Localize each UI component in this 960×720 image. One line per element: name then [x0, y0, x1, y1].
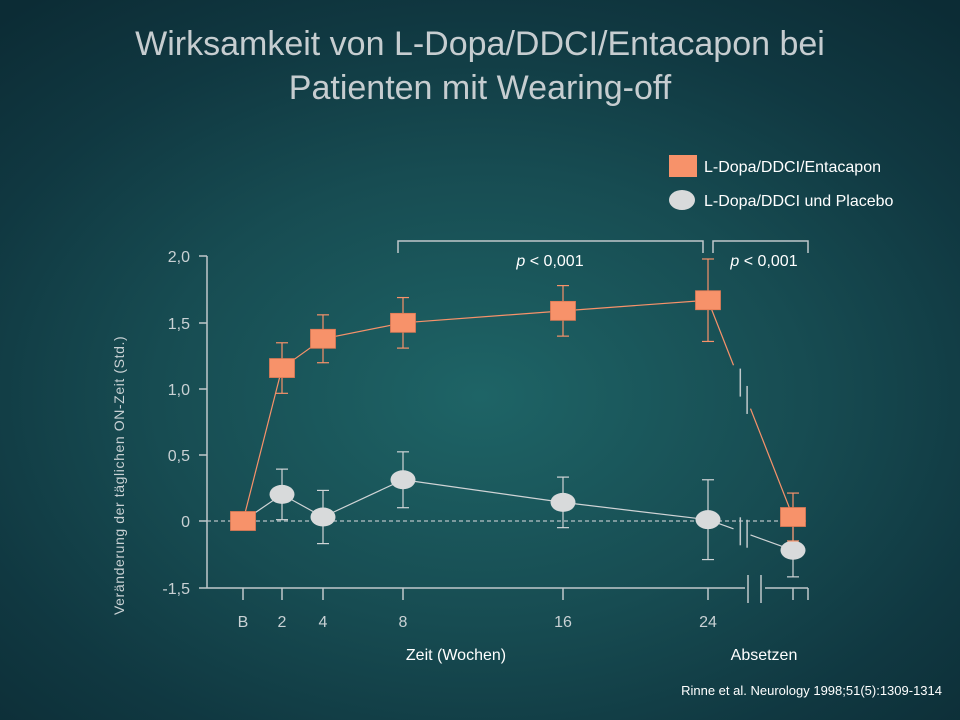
entacapon-point-3 [390, 312, 416, 333]
placebo-point-5 [695, 510, 721, 530]
entacapon-point-6 [780, 507, 806, 527]
legend-marker-placebo [669, 190, 695, 210]
placebo-point-3 [390, 470, 416, 490]
y-tick-label-4: 0 [181, 514, 190, 531]
entacapon-point-2 [310, 328, 336, 349]
x-tick-label-1: 2 [278, 614, 287, 631]
entacapon-point-0 [230, 511, 256, 531]
entacapon-point-1 [269, 358, 295, 378]
entacapon-point-5 [695, 290, 721, 311]
x-axis-title: Zeit (Wochen) [406, 647, 506, 664]
y-axis-title: Veränderung der täglichen ON-Zeit (Std.) [111, 336, 127, 615]
y-tick-label-5: -1,5 [162, 581, 190, 598]
entacapon-withdrawal-line-a [707, 300, 735, 366]
x-tick-label-5: 24 [699, 614, 717, 631]
x-tick-label-0: B [238, 614, 249, 631]
entacapon-withdrawal-line-b [749, 408, 794, 518]
legend: L-Dopa/DDCI/Entacapon L-Dopa/DDCI und Pl… [669, 155, 894, 210]
placebo-point-1 [269, 484, 295, 504]
y-tick-label-3: 0,5 [168, 448, 190, 465]
chart-marks: 2,01,51,00,50-1,5B 2 4 8 16 24 [162, 240, 809, 631]
legend-marker-entacapon [669, 155, 697, 177]
chart-title-line-2: Patienten mit Wearing-off [288, 69, 672, 107]
entacapon-series-line [242, 299, 709, 522]
y-tick-label-2: 1,0 [168, 382, 190, 399]
placebo-point-6 [780, 540, 806, 560]
citation: Rinne et al. Neurology 1998;51(5):1309-1… [681, 683, 942, 698]
x-axis-title-secondary: Absetzen [731, 647, 798, 664]
p-value-2-rest: < 0,001 [739, 253, 797, 270]
legend-label-entacapon: L-Dopa/DDCI/Entacapon [704, 159, 881, 176]
chart-title-line-1: Wirksamkeit von L-Dopa/DDCI/Entacapon be… [135, 25, 825, 63]
legend-label-placebo: L-Dopa/DDCI und Placebo [704, 193, 894, 210]
p-value-annotation-1: p < 0,001 [515, 253, 583, 270]
entacapon-point-4 [550, 300, 576, 321]
p-value-1-rest: < 0,001 [525, 253, 583, 270]
y-tick-label-1: 1,5 [168, 316, 190, 333]
placebo-point-2 [310, 507, 336, 527]
x-tick-label-2: 4 [319, 614, 328, 631]
chart-title: Wirksamkeit von L-Dopa/DDCI/Entacapon be… [0, 22, 960, 110]
p-value-bracket-1 [397, 240, 704, 253]
x-tick-label-4: 16 [554, 614, 572, 631]
p-value-annotation-2: p < 0,001 [729, 253, 797, 270]
x-tick-label-3: 8 [399, 614, 408, 631]
placebo-point-4 [550, 492, 576, 512]
p-value-1-p: p [515, 253, 525, 270]
p-value-2-p: p [729, 253, 739, 270]
p-value-bracket-2 [712, 240, 809, 253]
y-tick-label-0: 2,0 [168, 249, 190, 266]
